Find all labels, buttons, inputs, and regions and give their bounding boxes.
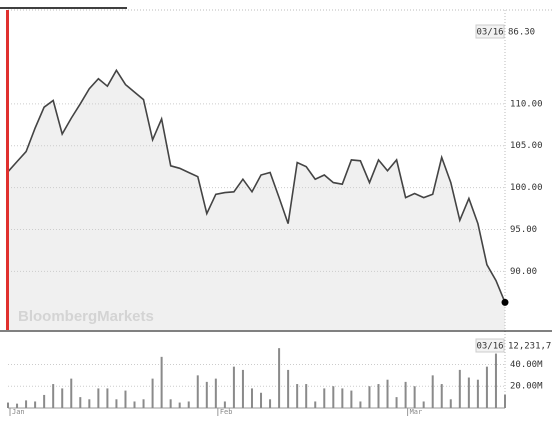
volume-bar bbox=[25, 400, 28, 408]
volume-bar bbox=[440, 384, 443, 408]
volume-bar bbox=[79, 397, 82, 408]
volume-bar bbox=[196, 375, 199, 408]
volume-bar bbox=[16, 403, 19, 408]
volume-bar bbox=[449, 399, 452, 408]
volume-bar bbox=[278, 348, 281, 408]
volume-bar bbox=[287, 369, 290, 408]
volume-bar bbox=[61, 388, 64, 408]
price-line bbox=[7, 68, 506, 303]
volume-bar bbox=[97, 388, 100, 408]
current-marker bbox=[6, 10, 9, 330]
volume-bar bbox=[485, 366, 488, 408]
last-date: 03/16 bbox=[476, 342, 503, 352]
volume-bar bbox=[70, 378, 73, 408]
volume-bar bbox=[350, 390, 353, 408]
y-tick-label: 105.00 bbox=[510, 141, 543, 151]
y-tick-label: 20.00M bbox=[510, 382, 543, 392]
volume-bar bbox=[413, 386, 416, 408]
volume-bar bbox=[214, 378, 217, 408]
x-tick-label: Feb bbox=[220, 408, 233, 416]
volume-bar bbox=[422, 401, 425, 408]
volume-bar bbox=[205, 381, 208, 408]
volume-bar bbox=[7, 402, 9, 408]
volume-bar bbox=[43, 394, 46, 408]
last-value: 86.30 bbox=[508, 28, 535, 38]
volume-bar bbox=[323, 388, 326, 408]
volume-bar bbox=[359, 401, 362, 408]
volume-bar bbox=[133, 401, 136, 408]
volume-bar bbox=[187, 401, 190, 408]
x-tick-label: Jan bbox=[12, 408, 25, 416]
volume-bar bbox=[269, 399, 272, 408]
y-tick-label: 110.00 bbox=[510, 99, 543, 109]
volume-bar bbox=[404, 381, 407, 408]
volume-bar bbox=[476, 379, 479, 408]
volume-bar bbox=[250, 388, 253, 408]
volume-bar bbox=[341, 388, 344, 408]
volume-bar bbox=[377, 384, 380, 408]
volume-bar bbox=[88, 399, 91, 408]
volume-bar bbox=[467, 377, 470, 408]
volume-bar bbox=[260, 392, 263, 408]
last-date-box bbox=[475, 338, 505, 353]
volume-bar bbox=[494, 353, 497, 408]
volume-bar bbox=[332, 386, 335, 408]
volume-bar bbox=[160, 356, 163, 408]
last-value: 12,231,799 bbox=[508, 342, 552, 352]
volume-bar bbox=[241, 369, 244, 408]
y-tick-label: 40.00M bbox=[510, 360, 543, 370]
volume-bar bbox=[386, 379, 389, 408]
x-tick-label: Mar bbox=[410, 408, 423, 416]
volume-bar bbox=[223, 401, 226, 408]
volume-bar bbox=[151, 378, 154, 408]
volume-bar bbox=[305, 384, 308, 408]
y-tick-label: 95.00 bbox=[510, 225, 537, 235]
volume-bar bbox=[106, 388, 109, 408]
last-date: 03/16 bbox=[476, 28, 503, 38]
last-point bbox=[501, 298, 509, 306]
volume-bar bbox=[124, 390, 127, 408]
volume-bar bbox=[395, 397, 398, 408]
y-tick-label: 90.00 bbox=[510, 267, 537, 277]
last-date-box bbox=[475, 24, 505, 39]
y-tick-label: 100.00 bbox=[510, 183, 543, 193]
volume-bar bbox=[232, 366, 235, 408]
volume-bar bbox=[296, 384, 299, 408]
volume-bar bbox=[504, 394, 506, 408]
volume-bar bbox=[115, 399, 118, 408]
volume-bar bbox=[431, 375, 434, 408]
volume-bar bbox=[368, 386, 371, 408]
volume-bar bbox=[169, 399, 172, 408]
volume-bar bbox=[178, 402, 181, 408]
volume-bar bbox=[458, 369, 461, 408]
volume-bar bbox=[34, 401, 37, 408]
watermark: BloombergMarkets bbox=[18, 308, 154, 325]
volume-bar bbox=[142, 399, 145, 408]
volume-bar bbox=[314, 401, 317, 408]
area-fill bbox=[8, 70, 505, 331]
volume-bar bbox=[52, 384, 55, 408]
